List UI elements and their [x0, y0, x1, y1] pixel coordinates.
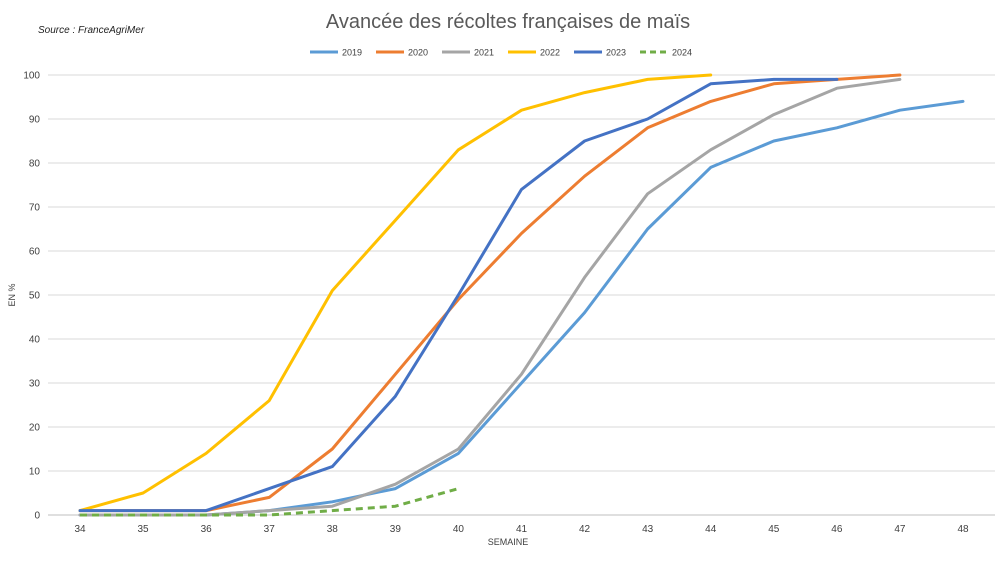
y-tick-label: 10 — [29, 467, 41, 478]
series-group — [78, 73, 965, 517]
x-axis-label: SEMAINE — [488, 537, 529, 547]
x-tick-label: 34 — [74, 524, 86, 535]
x-tick-label: 42 — [579, 524, 591, 535]
y-tick-label: 80 — [29, 159, 41, 170]
x-tick-label: 37 — [264, 524, 276, 535]
y-tick-label: 90 — [29, 115, 41, 126]
x-tick-label: 36 — [201, 524, 213, 535]
legend-label-2024: 2024 — [672, 48, 692, 58]
x-tick-label: 45 — [768, 524, 780, 535]
x-tick-label: 46 — [831, 524, 843, 535]
series-line-2021 — [78, 77, 902, 517]
source-note: Source : FranceAgriMer — [38, 25, 145, 36]
y-axis-label: EN % — [7, 283, 17, 306]
y-tick-label: 20 — [29, 423, 41, 434]
legend-label-2023: 2023 — [606, 48, 626, 58]
x-tick-label: 48 — [957, 524, 969, 535]
legend-label-2019: 2019 — [342, 48, 362, 58]
series-line-2023 — [78, 77, 839, 513]
series-line-2022 — [78, 73, 713, 513]
legend-label-2021: 2021 — [474, 48, 494, 58]
x-tick-label: 43 — [642, 524, 654, 535]
y-tick-label: 0 — [34, 511, 40, 522]
x-tick-label: 38 — [327, 524, 339, 535]
x-tick-label: 39 — [390, 524, 402, 535]
legend-label-2022: 2022 — [540, 48, 560, 58]
y-tick-label: 70 — [29, 203, 41, 214]
chart-title: Avancée des récoltes françaises de maïs — [326, 11, 690, 33]
y-tick-label: 50 — [29, 291, 41, 302]
x-tick-label: 40 — [453, 524, 465, 535]
x-tick-label: 44 — [705, 524, 717, 535]
x-axis-ticks: 34 35 36 37 38 39 40 41 42 43 44 45 46 47 48 — [74, 524, 969, 535]
y-tick-label: 30 — [29, 379, 41, 390]
x-tick-label: 35 — [138, 524, 150, 535]
series-line-2024 — [80, 487, 459, 517]
y-tick-label: 60 — [29, 247, 41, 258]
x-tick-label: 41 — [516, 524, 528, 535]
legend: 2019 2020 2021 2022 2023 2024 — [310, 48, 692, 58]
legend-label-2020: 2020 — [408, 48, 428, 58]
x-tick-label: 47 — [894, 524, 906, 535]
y-tick-label: 100 — [23, 71, 40, 82]
y-axis-ticks: 0 10 20 30 40 50 60 70 80 90 100 — [23, 71, 40, 522]
gridlines — [48, 74, 995, 516]
y-tick-label: 40 — [29, 335, 41, 346]
